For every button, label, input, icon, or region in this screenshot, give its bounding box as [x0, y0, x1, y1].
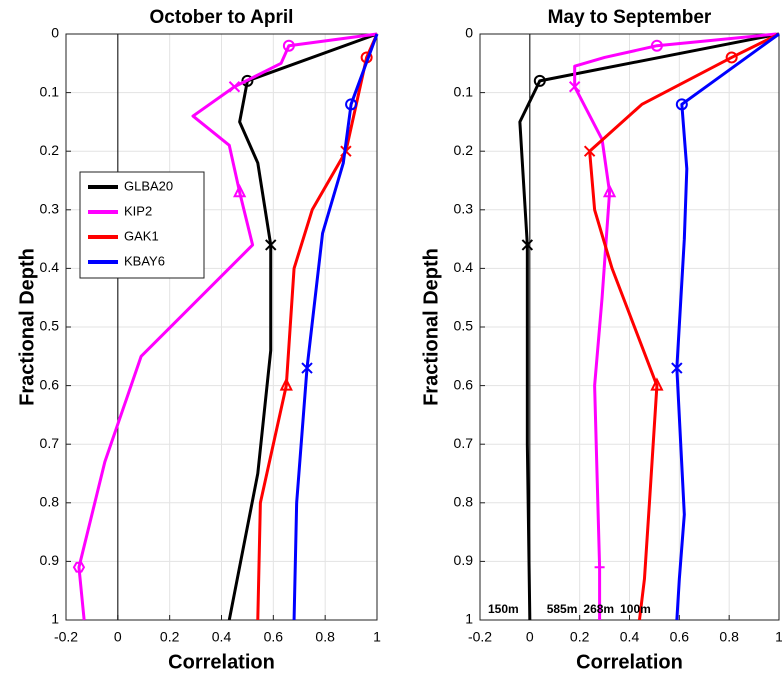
marker — [568, 81, 581, 93]
x-tick-label: 0.2 — [160, 629, 180, 645]
marker — [282, 39, 295, 52]
y-tick-label: 1 — [465, 611, 473, 627]
y-tick-label: 0.6 — [40, 376, 60, 392]
y-tick-label: 0.4 — [454, 259, 474, 275]
series-line — [518, 32, 780, 621]
marker — [650, 377, 664, 391]
x-tick-label: 0.2 — [570, 629, 590, 645]
depth-label: 150m — [488, 602, 519, 616]
marker — [650, 39, 663, 52]
y-tick-label: 0 — [465, 25, 473, 41]
x-tick-label: 0 — [526, 629, 534, 645]
marker — [72, 561, 86, 573]
y-tick-label: 0.8 — [454, 494, 474, 510]
y-tick-label: 0.5 — [40, 318, 60, 334]
chart-title: May to September — [548, 7, 712, 28]
legend-label: KIP2 — [124, 203, 152, 218]
legend-label: KBAY6 — [124, 253, 165, 268]
x-tick-label: 0 — [114, 629, 122, 645]
y-tick-label: 1 — [51, 611, 59, 627]
y-tick-label: 0.9 — [454, 552, 474, 568]
marker — [675, 98, 688, 111]
y-tick-label: 0.4 — [40, 259, 60, 275]
chart-title: October to April — [150, 7, 294, 28]
y-tick-label: 0.3 — [454, 201, 474, 217]
marker — [265, 239, 277, 251]
marker — [521, 239, 534, 251]
depth-label: 585m — [547, 602, 578, 616]
y-tick-label: 0.3 — [40, 201, 60, 217]
x-tick-label: -0.2 — [468, 629, 492, 645]
series-line — [588, 32, 780, 621]
series-line — [675, 32, 780, 621]
y-tick-label: 0.8 — [40, 494, 60, 510]
marker — [533, 74, 546, 87]
y-tick-label: 0.1 — [40, 83, 60, 99]
x-tick-label: 0.8 — [315, 629, 335, 645]
series-line — [227, 32, 378, 621]
y-tick-label: 0 — [51, 25, 59, 41]
y-tick-label: 0.9 — [40, 552, 60, 568]
series-line — [292, 33, 379, 621]
depth-label: 100m — [620, 602, 651, 616]
x-axis-label: Correlation — [168, 651, 275, 673]
x-tick-label: 0.6 — [264, 629, 284, 645]
depth-label: 268m — [583, 602, 614, 616]
y-tick-label: 0.1 — [454, 83, 474, 99]
x-tick-label: -0.2 — [54, 629, 78, 645]
y-tick-label: 0.7 — [454, 435, 474, 451]
marker — [345, 98, 358, 111]
marker — [594, 562, 605, 573]
y-tick-label: 0.7 — [40, 435, 60, 451]
y-tick-label: 0.2 — [454, 142, 474, 158]
legend-label: GLBA20 — [124, 178, 173, 193]
marker — [583, 145, 596, 157]
x-tick-label: 0.6 — [670, 629, 690, 645]
x-tick-label: 0.4 — [212, 629, 232, 645]
x-tick-label: 0.8 — [719, 629, 739, 645]
axes-box — [65, 33, 378, 621]
y-tick-label: 0.6 — [454, 376, 474, 392]
marker — [301, 362, 313, 374]
y-tick-label: 0.5 — [454, 318, 474, 334]
y-axis-label: Fractional Depth — [16, 248, 38, 406]
x-tick-label: 1 — [373, 629, 381, 645]
marker — [228, 81, 241, 93]
marker — [279, 377, 293, 391]
x-tick-label: 1 — [775, 629, 782, 645]
axes-box — [479, 33, 780, 621]
x-axis-label: Correlation — [576, 651, 683, 673]
series-line — [77, 32, 378, 621]
marker — [602, 183, 617, 198]
y-axis-label: Fractional Depth — [420, 248, 442, 406]
legend-label: GAK1 — [124, 228, 159, 243]
marker — [671, 362, 683, 374]
marker — [233, 183, 247, 198]
x-tick-label: 0.4 — [620, 629, 640, 645]
marker — [725, 51, 738, 64]
marker — [241, 74, 254, 87]
y-tick-label: 0.2 — [40, 142, 60, 158]
